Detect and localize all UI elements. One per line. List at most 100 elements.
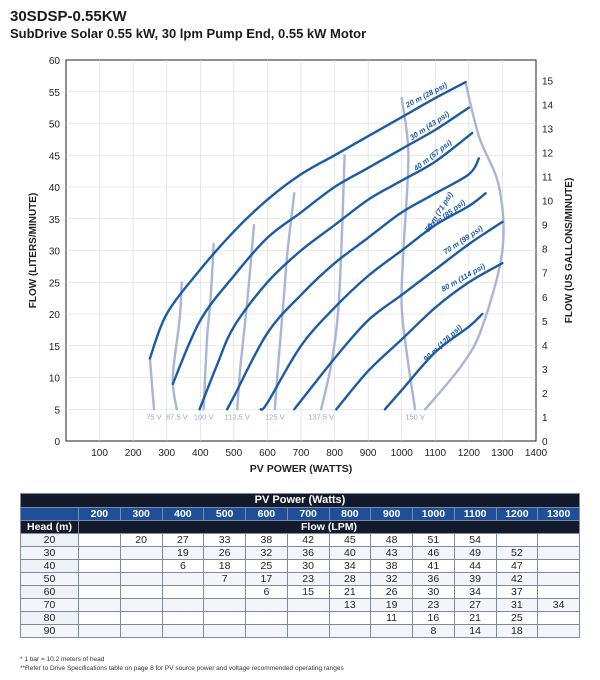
- power-column-header: 1100: [453, 507, 497, 521]
- power-column-header: 1000: [412, 507, 455, 521]
- flow-cell: [78, 559, 121, 573]
- y2-tick-label: 14: [542, 100, 554, 111]
- table-head-label: Head (m): [20, 520, 79, 534]
- table-row: 70 13 19 23 27 31 34: [20, 598, 580, 612]
- voltage-curve: [400, 96, 417, 411]
- table-row: 20 20 27 33 38 42 45 48 51 54: [20, 533, 580, 547]
- flow-cell: [537, 546, 580, 560]
- y2-tick-label: 7: [542, 269, 548, 280]
- flow-cell: [286, 611, 330, 625]
- power-column-header: 800: [328, 507, 372, 521]
- flow-cell: [203, 611, 246, 625]
- y2-tick-label: 5: [542, 317, 548, 328]
- voltage-curve: [171, 281, 183, 411]
- head-cell: 40: [20, 559, 79, 573]
- head-curve: [225, 157, 481, 411]
- flow-cell: 14: [453, 624, 497, 638]
- flow-cell: 31: [495, 598, 539, 612]
- y-axis-label: FLOW (LITERS/MINUTE): [28, 193, 39, 309]
- flow-cell: 54: [453, 533, 497, 547]
- power-column-header: 500: [203, 507, 246, 521]
- flow-cell: 6: [245, 585, 288, 599]
- flow-cell: [203, 624, 246, 638]
- y2-tick-label: 11: [542, 173, 553, 184]
- flow-cell: 38: [245, 533, 288, 547]
- x-tick-label: 1200: [458, 448, 481, 459]
- flow-cell: 30: [286, 559, 330, 573]
- flow-cell: [537, 611, 580, 625]
- power-column-header: 400: [161, 507, 205, 521]
- flow-cell: 6: [161, 559, 205, 573]
- flow-cell: [78, 585, 121, 599]
- table-row: 50 7 17 23 28 32 36 39 42: [20, 572, 580, 586]
- power-column-header: 200: [78, 507, 121, 521]
- flow-cell: [78, 598, 121, 612]
- flow-cell: [161, 572, 205, 586]
- flow-cell: 25: [495, 611, 539, 625]
- x-tick-label: 200: [125, 448, 142, 459]
- flow-cell: [119, 546, 163, 560]
- flow-cell: 36: [412, 572, 455, 586]
- y2-tick-label: 1: [542, 413, 548, 424]
- x-tick-label: 900: [360, 448, 377, 459]
- y-tick-label: 45: [49, 151, 61, 162]
- flow-cell: [119, 598, 163, 612]
- flow-cell: [328, 624, 372, 638]
- table-row: 90 8 14 18: [20, 624, 580, 638]
- flow-cell: 32: [370, 572, 413, 586]
- flow-cell: [245, 624, 288, 638]
- x-axis-label: PV POWER (WATTS): [250, 463, 352, 475]
- flow-cell: [78, 546, 121, 560]
- flow-cell: [328, 611, 372, 625]
- y-tick-label: 0: [54, 437, 60, 448]
- head-curve: [198, 131, 474, 411]
- flow-cell: 7: [203, 572, 246, 586]
- table-row: 80 11 16 21 25: [20, 611, 580, 625]
- voltage-curve: [202, 242, 215, 411]
- y2-tick-label: 0: [542, 437, 548, 448]
- flow-cell: 34: [328, 559, 372, 573]
- flow-cell: [119, 572, 163, 586]
- flow-cell: 27: [161, 533, 205, 547]
- performance-chart: 100 200 300 400 500 600 700 800 900 1000 1100 1200 1…: [28, 56, 575, 475]
- flow-cell: 23: [412, 598, 455, 612]
- flow-cell: 18: [495, 624, 539, 638]
- flow-cell: [203, 585, 246, 599]
- power-column-header: 600: [245, 507, 288, 521]
- flow-cell: 38: [370, 559, 413, 573]
- head-curve: [383, 312, 484, 411]
- x-tick-label: 600: [259, 448, 276, 459]
- table-row: 60 6 15 21 26 30 34 37: [20, 585, 580, 599]
- flow-cell: [245, 598, 288, 612]
- flow-cell: [78, 572, 121, 586]
- y2-tick-label: 9: [542, 221, 548, 232]
- flow-cell: [161, 624, 205, 638]
- flow-cell: 39: [453, 572, 497, 586]
- voltage-curve: [319, 154, 346, 411]
- y2-tick-label: 8: [542, 245, 548, 256]
- flow-cell: 48: [370, 533, 413, 547]
- x-tick-label: 1000: [391, 448, 414, 459]
- power-column-header: 700: [286, 507, 330, 521]
- flow-cell: [286, 624, 330, 638]
- y2-tick-label: 3: [542, 365, 548, 376]
- flow-cell: 26: [203, 546, 246, 560]
- flow-cell: [119, 624, 163, 638]
- x-tick-label: 800: [326, 448, 343, 459]
- flow-cell: 16: [412, 611, 455, 625]
- voltage-curve: [148, 357, 156, 411]
- flow-cell: 40: [328, 546, 372, 560]
- table-power-header-row: 200 300 400 500 600 700 800 900 1000 1100 1200 1300: [20, 507, 580, 521]
- flow-cell: [537, 572, 580, 586]
- flow-cell: 49: [453, 546, 497, 560]
- x-tick-label: 400: [192, 448, 209, 459]
- head-curve: [171, 106, 471, 386]
- flow-cell: [119, 611, 163, 625]
- flow-cell: 42: [286, 533, 330, 547]
- page-title: 30SDSP-0.55KW: [10, 8, 127, 25]
- x-tick-label: 1400: [525, 448, 548, 459]
- flow-cell: [286, 598, 330, 612]
- flow-cell: 11: [370, 611, 413, 625]
- flow-cell: 32: [245, 546, 288, 560]
- head-cell: 70: [20, 598, 79, 612]
